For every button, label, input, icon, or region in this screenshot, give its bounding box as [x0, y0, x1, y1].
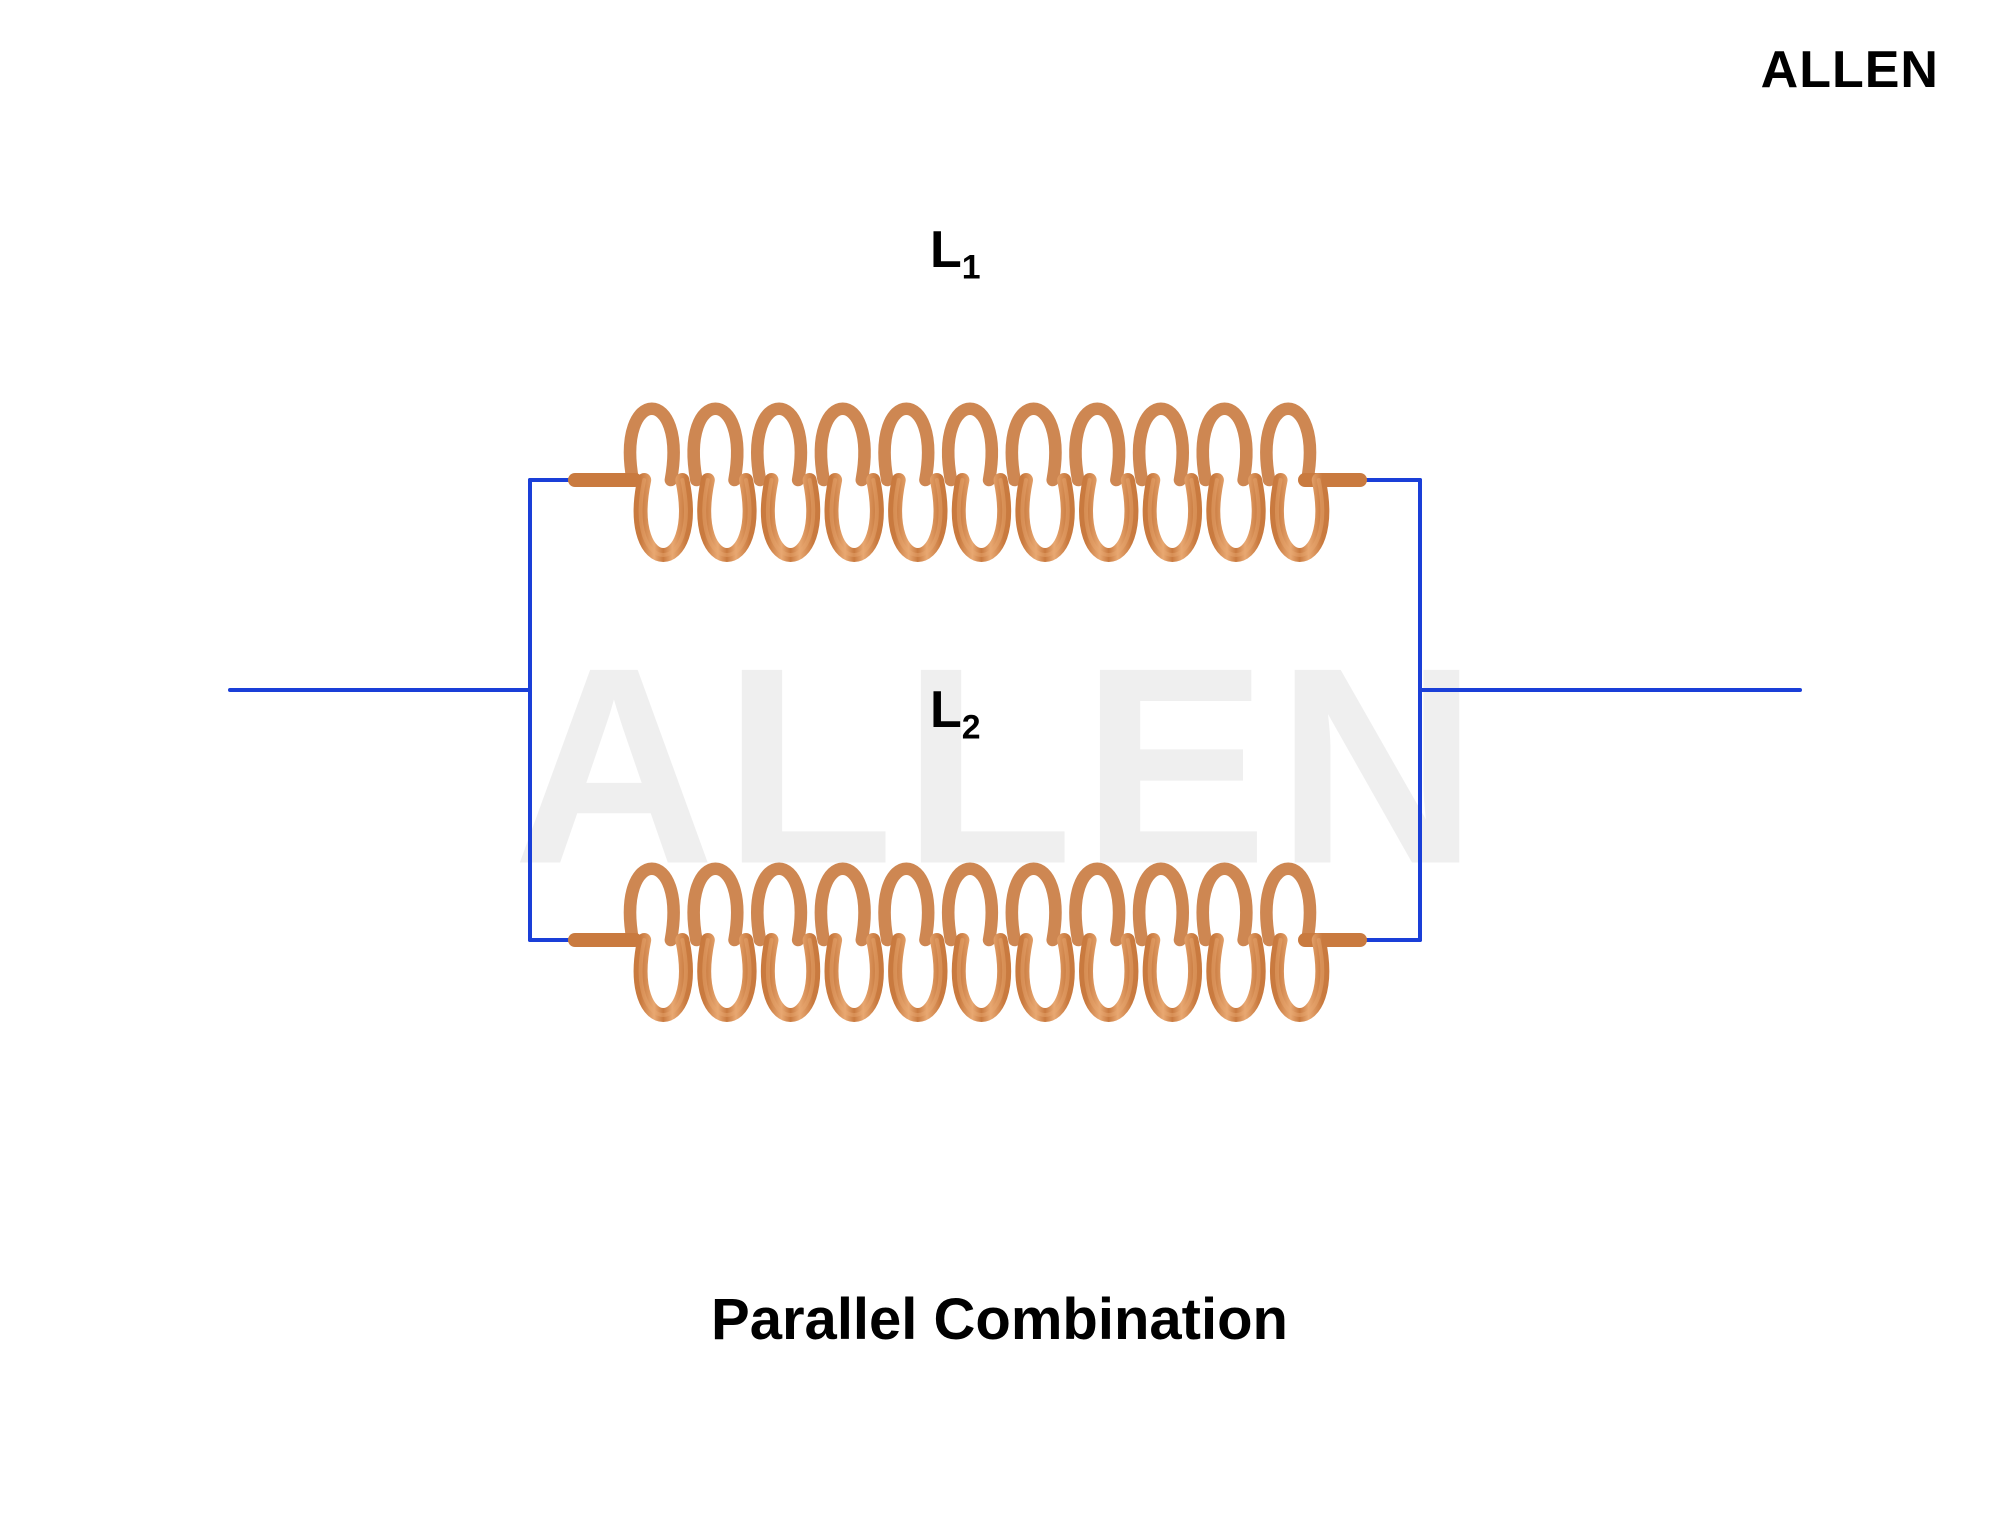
inductor-l1-subscript: 1	[962, 248, 981, 286]
circuit-svg	[0, 180, 1999, 1180]
inductor-label-l2: L2	[930, 680, 981, 747]
inductor-l1-symbol: L	[930, 221, 962, 279]
brand-logo: ALLEN	[1761, 40, 1939, 100]
circuit-diagram: L1 L2	[0, 180, 1999, 1180]
inductor-l2-symbol: L	[930, 681, 962, 739]
inductor-label-l1: L1	[930, 220, 981, 287]
diagram-title-text: Parallel Combination	[711, 1287, 1288, 1352]
inductor-l2-subscript: 2	[962, 708, 981, 746]
diagram-title: Parallel Combination	[0, 1286, 1999, 1353]
brand-logo-text: ALLEN	[1761, 41, 1939, 99]
